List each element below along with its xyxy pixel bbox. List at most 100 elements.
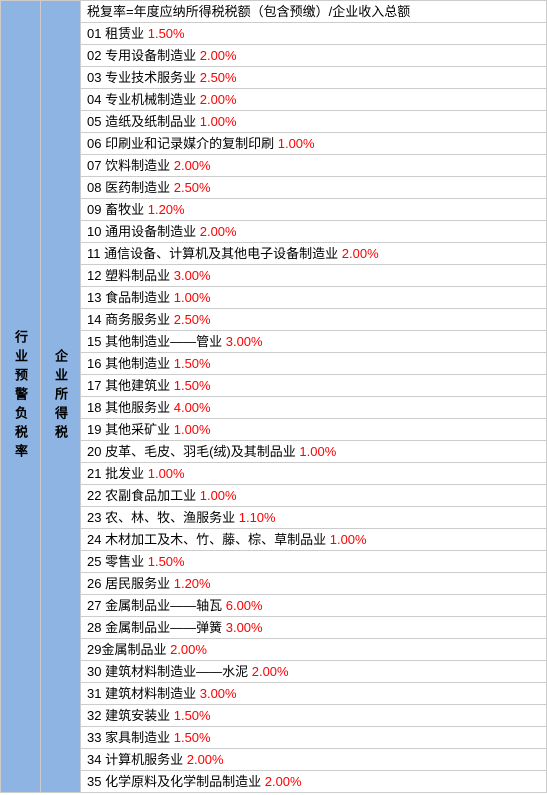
row-number: 19 xyxy=(87,421,101,439)
row-number: 01 xyxy=(87,25,101,43)
row-percentage: 3.00% xyxy=(226,334,263,349)
row-industry-name: 建筑材料制造业——水泥 xyxy=(105,664,248,679)
row-number: 34 xyxy=(87,751,101,769)
table-row: 25 零售业 1.50% xyxy=(81,551,547,573)
row-percentage: 2.50% xyxy=(200,70,237,85)
row-percentage: 1.50% xyxy=(148,26,185,41)
table-row: 19 其他采矿业 1.00% xyxy=(81,419,547,441)
row-percentage: 2.50% xyxy=(174,180,211,195)
table-row: 09 畜牧业 1.20% xyxy=(81,199,547,221)
row-percentage: 1.50% xyxy=(148,554,185,569)
row-number: 26 xyxy=(87,575,101,593)
table-row: 05 造纸及纸制品业 1.00% xyxy=(81,111,547,133)
row-percentage: 2.00% xyxy=(187,752,224,767)
row-industry-name: 塑料制品业 xyxy=(105,268,170,283)
row-industry-name: 通用设备制造业 xyxy=(105,224,196,239)
row-industry-name: 医药制造业 xyxy=(105,180,170,195)
row-industry-name: 造纸及纸制品业 xyxy=(105,114,196,129)
row-number: 29 xyxy=(87,641,101,659)
table-row: 17 其他建筑业 1.50% xyxy=(81,375,547,397)
row-percentage: 1.00% xyxy=(299,444,336,459)
table-row: 10 通用设备制造业 2.00% xyxy=(81,221,547,243)
table-row: 07 饮料制造业 2.00% xyxy=(81,155,547,177)
table-row: 35 化学原料及化学制品制造业 2.00% xyxy=(81,771,547,793)
row-industry-name: 金属制品业——轴瓦 xyxy=(105,598,222,613)
table-row: 12 塑料制品业 3.00% xyxy=(81,265,547,287)
row-industry-name: 木材加工及木、竹、藤、棕、草制品业 xyxy=(105,532,326,547)
row-percentage: 2.50% xyxy=(174,312,211,327)
row-number: 21 xyxy=(87,465,101,483)
row-industry-name: 商务服务业 xyxy=(105,312,170,327)
row-percentage: 2.00% xyxy=(200,224,237,239)
row-industry-name: 建筑安装业 xyxy=(105,708,170,723)
table-row: 21 批发业 1.00% xyxy=(81,463,547,485)
row-percentage: 1.20% xyxy=(174,576,211,591)
table-row: 14 商务服务业 2.50% xyxy=(81,309,547,331)
row-percentage: 6.00% xyxy=(226,598,263,613)
table-row: 28 金属制品业——弹簧 3.00% xyxy=(81,617,547,639)
row-percentage: 1.00% xyxy=(200,114,237,129)
row-number: 10 xyxy=(87,223,101,241)
table-row: 24 木材加工及木、竹、藤、棕、草制品业 1.00% xyxy=(81,529,547,551)
table-row: 08 医药制造业 2.50% xyxy=(81,177,547,199)
row-percentage: 2.00% xyxy=(200,92,237,107)
row-industry-name: 皮革、毛皮、羽毛(绒)及其制品业 xyxy=(105,444,296,459)
row-percentage: 1.00% xyxy=(330,532,367,547)
left-category-label: 行业预警负税率 xyxy=(11,330,30,463)
row-percentage: 1.50% xyxy=(174,378,211,393)
row-industry-name: 其他制造业——管业 xyxy=(105,334,222,349)
row-percentage: 1.00% xyxy=(278,136,315,151)
header-row: 税复率=年度应纳所得税税额（包含预缴）/企业收入总额 xyxy=(81,1,547,23)
row-industry-name: 建筑材料制造业 xyxy=(105,686,196,701)
row-percentage: 3.00% xyxy=(174,268,211,283)
row-number: 06 xyxy=(87,135,101,153)
row-number: 35 xyxy=(87,773,101,791)
row-percentage: 2.00% xyxy=(174,158,211,173)
row-industry-name: 专业技术服务业 xyxy=(105,70,196,85)
row-number: 15 xyxy=(87,333,101,351)
table-row: 11 通信设备、计算机及其他电子设备制造业 2.00% xyxy=(81,243,547,265)
row-percentage: 1.50% xyxy=(174,708,211,723)
row-industry-name: 零售业 xyxy=(105,554,144,569)
row-percentage: 2.00% xyxy=(170,642,207,657)
table-row: 23 农、林、牧、渔服务业 1.10% xyxy=(81,507,547,529)
rows-container: 税复率=年度应纳所得税税额（包含预缴）/企业收入总额 01 租赁业 1.50%0… xyxy=(81,1,547,793)
row-percentage: 2.00% xyxy=(265,774,302,789)
row-industry-name: 畜牧业 xyxy=(105,202,144,217)
row-number: 27 xyxy=(87,597,101,615)
row-number: 20 xyxy=(87,443,101,461)
mid-category-label: 企业所得税 xyxy=(51,349,70,444)
row-number: 23 xyxy=(87,509,101,527)
row-number: 31 xyxy=(87,685,101,703)
row-industry-name: 其他制造业 xyxy=(105,356,170,371)
row-industry-name: 化学原料及化学制品制造业 xyxy=(105,774,261,789)
row-number: 13 xyxy=(87,289,101,307)
row-number: 17 xyxy=(87,377,101,395)
row-percentage: 1.20% xyxy=(148,202,185,217)
row-number: 28 xyxy=(87,619,101,637)
row-industry-name: 居民服务业 xyxy=(105,576,170,591)
row-industry-name: 专用设备制造业 xyxy=(105,48,196,63)
row-percentage: 1.10% xyxy=(239,510,276,525)
table-row: 03 专业技术服务业 2.50% xyxy=(81,67,547,89)
row-industry-name: 金属制品业 xyxy=(101,642,170,657)
row-number: 22 xyxy=(87,487,101,505)
table-row: 06 印刷业和记录媒介的复制印刷 1.00% xyxy=(81,133,547,155)
row-number: 08 xyxy=(87,179,101,197)
table-row: 20 皮革、毛皮、羽毛(绒)及其制品业 1.00% xyxy=(81,441,547,463)
row-number: 32 xyxy=(87,707,101,725)
row-percentage: 1.00% xyxy=(174,290,211,305)
mid-category-cell: 企业所得税 xyxy=(41,1,81,793)
row-number: 04 xyxy=(87,91,101,109)
table-row: 33 家具制造业 1.50% xyxy=(81,727,547,749)
row-industry-name: 家具制造业 xyxy=(105,730,170,745)
row-industry-name: 专业机械制造业 xyxy=(105,92,196,107)
row-number: 09 xyxy=(87,201,101,219)
table-row: 02 专用设备制造业 2.00% xyxy=(81,45,547,67)
row-industry-name: 计算机服务业 xyxy=(105,752,183,767)
row-number: 24 xyxy=(87,531,101,549)
table-row: 18 其他服务业 4.00% xyxy=(81,397,547,419)
row-number: 18 xyxy=(87,399,101,417)
row-number: 16 xyxy=(87,355,101,373)
row-number: 03 xyxy=(87,69,101,87)
